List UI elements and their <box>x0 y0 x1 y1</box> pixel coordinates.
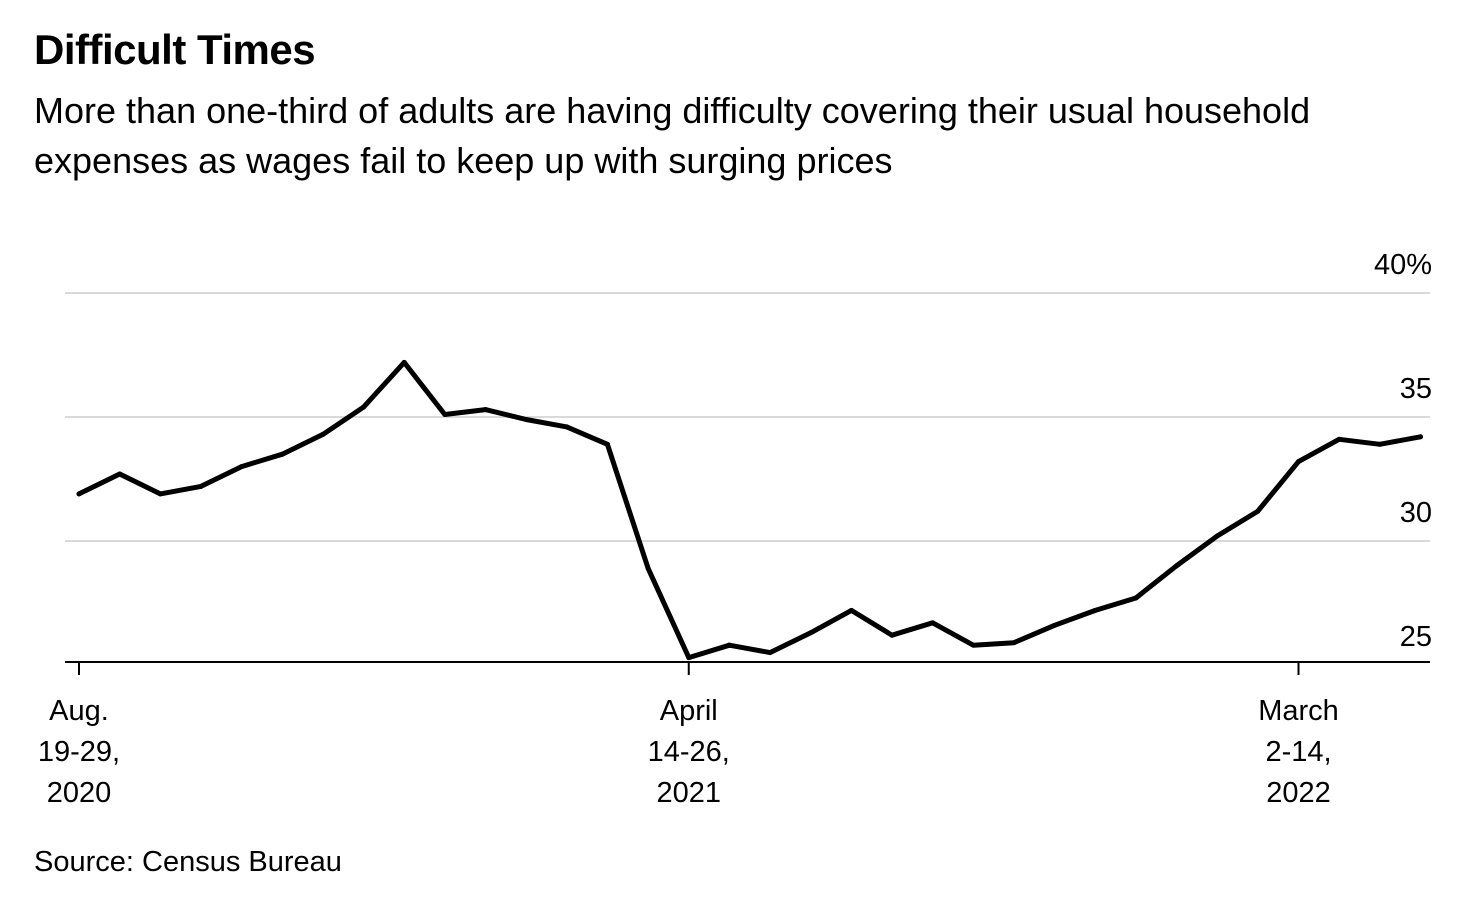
data-point <box>361 404 367 410</box>
x-tick-label-line: March <box>1258 695 1339 727</box>
data-point <box>1052 622 1058 628</box>
data-point <box>1377 441 1383 447</box>
x-tick-label-line: 2022 <box>1266 777 1331 809</box>
data-point <box>1133 595 1139 601</box>
data-point <box>279 451 285 457</box>
data-point <box>239 464 245 470</box>
data-point <box>523 416 529 422</box>
x-tick-label: March 2-14, 2022 <box>1258 695 1339 809</box>
data-point <box>604 441 610 447</box>
data-point <box>808 630 814 636</box>
data-point <box>320 431 326 437</box>
data-point <box>442 412 448 418</box>
series-line <box>76 359 1423 661</box>
y-tick-label: 35 <box>1400 373 1432 405</box>
x-axis-ticks: Aug. 19-29, 2020 April 14-26, 2021 March 2-14, 2… <box>38 662 1339 809</box>
data-point <box>726 642 732 648</box>
data-point <box>564 424 570 430</box>
data-point <box>76 491 82 497</box>
data-point <box>401 359 407 365</box>
x-tick-label: Aug. 19-29, 2020 <box>38 695 120 809</box>
data-point <box>1214 533 1220 539</box>
data-point <box>483 407 488 413</box>
data-point <box>117 471 123 477</box>
data-point <box>970 642 976 648</box>
data-point <box>848 607 854 613</box>
y-tick-label: 30 <box>1400 497 1432 529</box>
data-point <box>1174 563 1180 569</box>
source-note: Source: Census Bureau <box>34 846 342 878</box>
x-tick-label-line: 14-26, <box>648 736 730 768</box>
series-layer <box>76 359 1423 661</box>
chart-subtitle: More than one-third of adults are having… <box>34 90 1311 181</box>
x-tick-label-line: 2-14, <box>1265 736 1331 768</box>
data-point <box>1092 607 1098 613</box>
chart-title: Difficult Times <box>34 26 316 73</box>
data-point <box>1255 508 1261 514</box>
x-tick-label-line: April <box>660 695 718 727</box>
x-tick-label-line: 2021 <box>656 777 721 809</box>
data-point <box>1336 436 1342 442</box>
y-tick-label: 40% <box>1374 249 1432 281</box>
data-point <box>157 491 163 497</box>
y-tick-label: 25 <box>1400 621 1432 653</box>
x-tick-label-line: 19-29, <box>38 736 120 768</box>
data-point <box>198 483 204 489</box>
data-point <box>930 620 936 626</box>
data-point <box>889 632 895 638</box>
y-axis-ticks: 40% 35 30 25 <box>1374 249 1432 653</box>
data-point <box>645 565 651 571</box>
x-tick-label: April 14-26, 2021 <box>648 695 730 809</box>
x-tick-label-line: 2020 <box>47 777 112 809</box>
x-tick-label-line: Aug. <box>49 695 109 727</box>
data-point <box>1011 640 1017 646</box>
data-point <box>1296 459 1301 465</box>
data-point <box>686 655 692 661</box>
gridlines <box>65 292 1430 542</box>
data-point <box>767 650 773 656</box>
data-point <box>1417 434 1423 440</box>
